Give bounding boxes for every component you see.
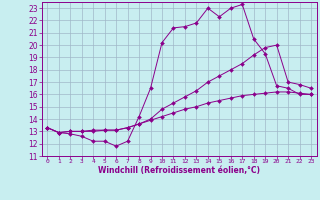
X-axis label: Windchill (Refroidissement éolien,°C): Windchill (Refroidissement éolien,°C) — [98, 166, 260, 175]
